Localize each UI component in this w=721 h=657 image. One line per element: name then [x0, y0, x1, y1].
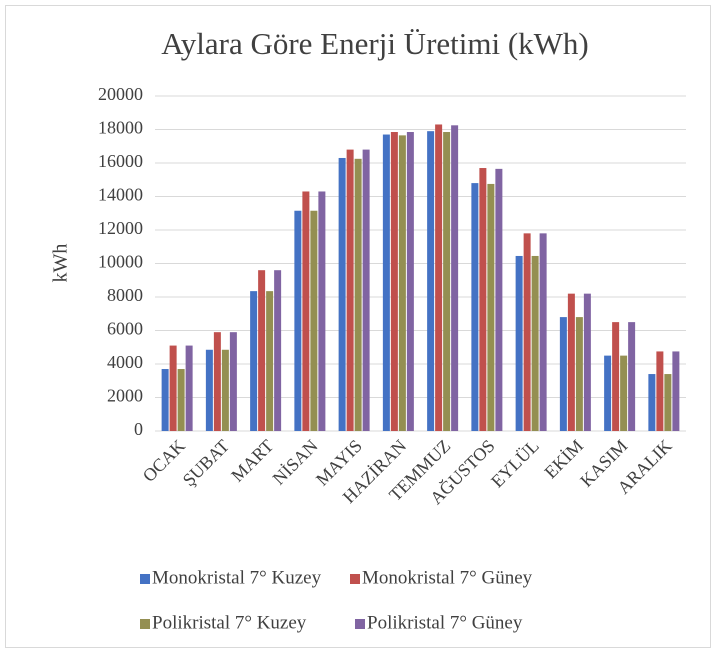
bar [471, 183, 479, 431]
bar [185, 345, 193, 431]
chart-title: Aylara Göre Enerji Üretimi (kWh) [161, 26, 589, 61]
legend-label: Polikristal 7° Güney [367, 612, 523, 633]
bar [427, 131, 435, 432]
bar [531, 255, 539, 431]
y-tick-label: 0 [134, 419, 143, 439]
bar [612, 322, 620, 431]
legend-swatch [140, 619, 150, 629]
bar [664, 374, 672, 431]
y-tick-label: 10000 [98, 252, 143, 272]
bar [274, 270, 282, 431]
bar [177, 369, 185, 431]
bar [390, 132, 398, 431]
bar [205, 349, 213, 431]
y-tick-label: 12000 [98, 218, 143, 238]
bar [559, 317, 567, 431]
y-tick-label: 8000 [107, 285, 143, 305]
y-tick-label: 18000 [98, 118, 143, 138]
bar [406, 132, 414, 431]
bar [583, 293, 591, 431]
bar [539, 233, 547, 431]
bar [620, 355, 628, 431]
bar [221, 349, 229, 431]
bar [604, 355, 612, 431]
bar [479, 168, 487, 431]
y-tick-label: 2000 [107, 386, 143, 406]
bar [362, 149, 370, 431]
bar [310, 210, 318, 431]
bar [443, 132, 451, 431]
bar [338, 157, 346, 431]
legend-swatch [355, 619, 365, 629]
bar [258, 270, 266, 431]
bar [302, 191, 310, 431]
bar [229, 332, 237, 431]
bar [523, 233, 531, 431]
bar [346, 149, 354, 431]
bar [451, 125, 459, 431]
bar [213, 332, 221, 431]
y-tick-label: 20000 [98, 84, 143, 104]
bar [169, 345, 177, 431]
bar [398, 135, 406, 432]
bar [575, 317, 583, 431]
bar [672, 351, 680, 431]
legend-label: Polikristal 7° Kuzey [152, 612, 307, 633]
bar [435, 124, 443, 431]
y-axis-label: kWh [50, 244, 72, 283]
y-tick-label: 6000 [107, 319, 143, 339]
bar [382, 134, 390, 431]
y-tick-label: 4000 [107, 352, 143, 372]
bar [648, 374, 656, 431]
bar [294, 210, 302, 431]
bar [266, 291, 274, 431]
bar [628, 322, 636, 431]
bar [656, 351, 664, 431]
bar [354, 158, 362, 431]
bar [161, 369, 169, 431]
bar [487, 183, 495, 431]
legend-label: Monokristal 7° Kuzey [152, 567, 322, 588]
legend-swatch [350, 574, 360, 584]
bar [515, 255, 523, 431]
bar [318, 191, 326, 431]
bar [250, 291, 258, 431]
legend-label: Monokristal 7° Güney [362, 567, 533, 588]
y-tick-label: 16000 [98, 151, 143, 171]
y-tick-label: 14000 [98, 185, 143, 205]
bar [495, 168, 503, 432]
bar [567, 293, 575, 431]
legend-swatch [140, 574, 150, 584]
